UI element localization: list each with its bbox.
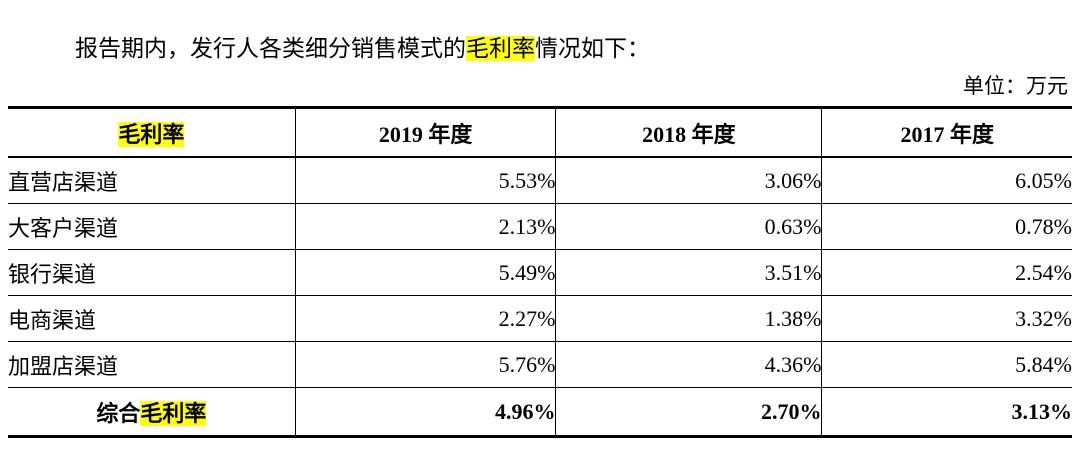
row-label: 电商渠道 [8, 295, 296, 342]
intro-text-post: 情况如下： [535, 36, 650, 61]
table-row: 电商渠道 2.27% 1.38% 3.32% [8, 295, 1072, 342]
header-cell-2018: 2018 年度 [555, 107, 823, 158]
row-value-2019: 2.27% [295, 295, 557, 342]
header-highlight-gross-margin: 毛利率 [118, 121, 185, 147]
row-value-2017: 3.32% [821, 295, 1072, 342]
row-value-2019: 5.49% [295, 249, 557, 296]
row-value-2017: 0.78% [821, 203, 1072, 250]
intro-text-pre: 报告期内，发行人各类细分销售模式的 [75, 36, 466, 61]
row-value-2019: 5.53% [295, 157, 557, 204]
gross-margin-table: 毛利率 2019 年度 2018 年度 2017 年度 直营店渠道 5.53% … [8, 106, 1072, 438]
table-row: 大客户渠道 2.13% 0.63% 0.78% [8, 203, 1072, 250]
row-value-2018: 1.38% [555, 295, 823, 342]
table-header-row: 毛利率 2019 年度 2018 年度 2017 年度 [8, 107, 1072, 158]
row-value-2017: 5.84% [821, 341, 1072, 388]
row-value-2018: 0.63% [555, 203, 823, 250]
intro-paragraph: 报告期内，发行人各类细分销售模式的毛利率情况如下： [75, 33, 1060, 65]
table-row: 加盟店渠道 5.76% 4.36% 5.84% [8, 341, 1072, 388]
row-value-2018: 3.51% [555, 249, 823, 296]
table-row: 银行渠道 5.49% 3.51% 2.54% [8, 249, 1072, 296]
header-cell-2017: 2017 年度 [821, 107, 1072, 158]
row-value-2019: 2.13% [295, 203, 557, 250]
unit-label: 单位：万元 [963, 74, 1068, 98]
total-label-highlight-gross-margin: 毛利率 [140, 400, 207, 426]
table-total-row: 综合毛利率 4.96% 2.70% 3.13% [8, 387, 1073, 437]
row-value-2017: 2.54% [821, 249, 1072, 296]
total-label-pre: 综合 [96, 400, 141, 426]
table-row: 直营店渠道 5.53% 3.06% 6.05% [8, 157, 1072, 204]
total-value-2018: 2.70% [555, 387, 823, 437]
row-label: 大客户渠道 [8, 203, 296, 250]
total-value-2019: 4.96% [295, 387, 557, 437]
row-label: 加盟店渠道 [8, 341, 296, 388]
row-label: 直营店渠道 [8, 157, 296, 204]
total-row-label: 综合毛利率 [8, 387, 296, 437]
header-cell-2019: 2019 年度 [295, 107, 557, 158]
row-value-2019: 5.76% [295, 341, 557, 388]
intro-highlight-gross-margin: 毛利率 [466, 36, 535, 61]
header-cell-gross-margin: 毛利率 [8, 107, 296, 158]
row-value-2017: 6.05% [821, 157, 1072, 204]
row-value-2018: 4.36% [555, 341, 823, 388]
total-value-2017: 3.13% [1011, 398, 1073, 424]
row-value-2018: 3.06% [555, 157, 823, 204]
row-label: 银行渠道 [8, 249, 296, 296]
